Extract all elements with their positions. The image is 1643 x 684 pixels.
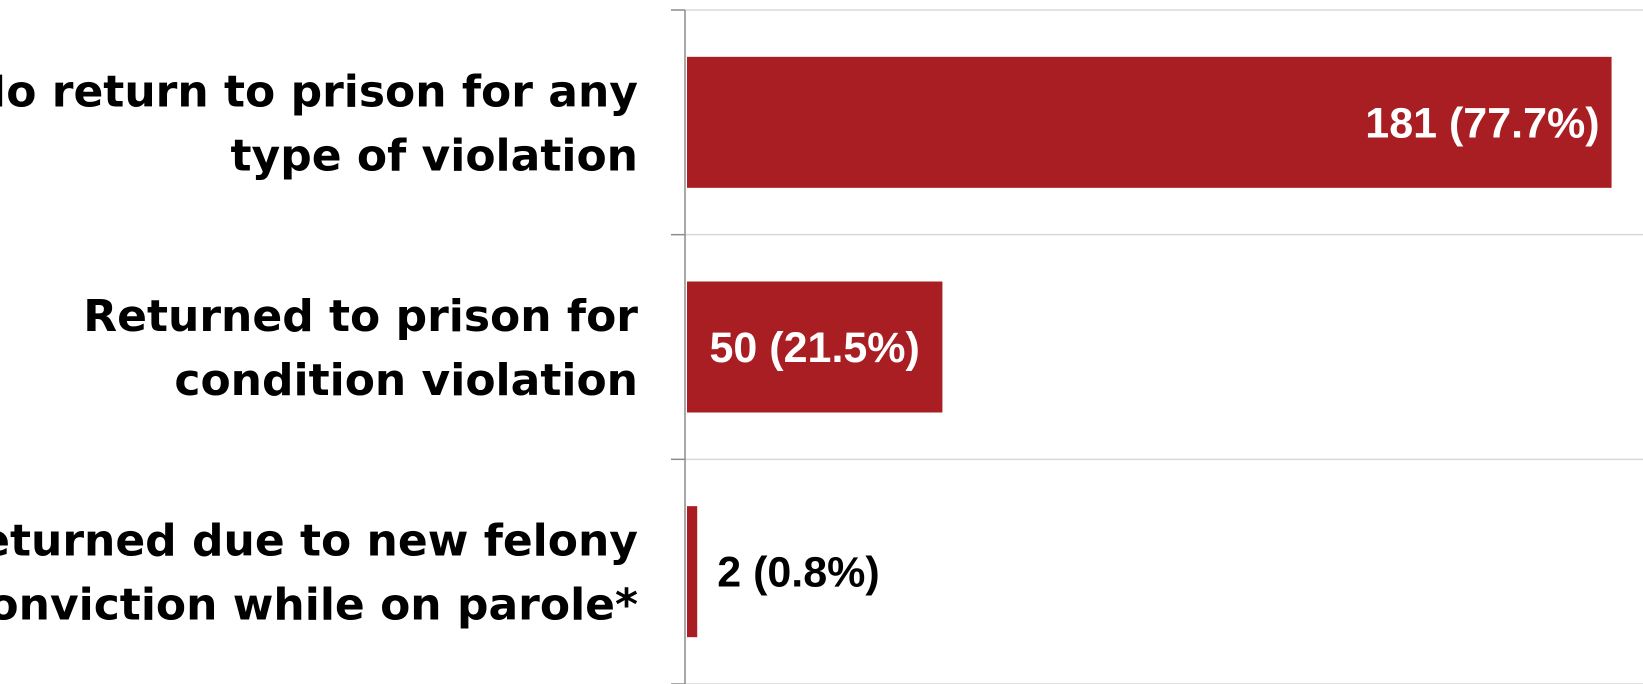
data-label: 50 (21.5%) <box>710 324 920 372</box>
category-label: No return to prison for any type of viola… <box>0 66 638 181</box>
category-label-line: condition violation <box>174 355 638 406</box>
category-label-line: Returned to prison for <box>83 291 638 342</box>
category-label-line: No return to prison for any <box>0 66 638 117</box>
category-label: Returned to prison for condition violatio… <box>83 291 638 406</box>
category-label-line: Returned due to new felony <box>0 516 638 567</box>
data-label: 181 (77.7%) <box>1365 99 1599 147</box>
bar <box>687 56 1612 188</box>
data-label: 2 (0.8%) <box>717 549 880 597</box>
category-label-line: conviction while on parole* <box>0 580 638 631</box>
category-label-line: type of violation <box>231 130 639 181</box>
bar <box>687 281 943 413</box>
bar <box>687 506 698 638</box>
category-label: Returned due to new felony conviction whi… <box>0 516 638 631</box>
